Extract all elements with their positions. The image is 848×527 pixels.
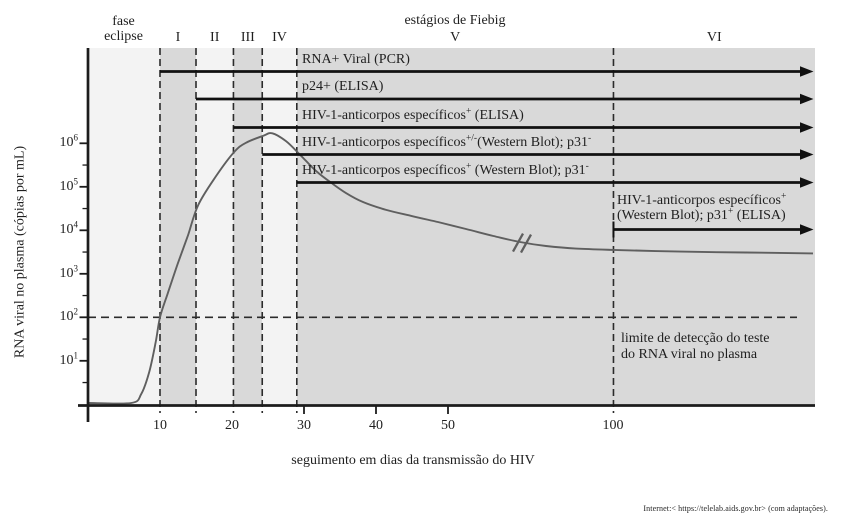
eclipse-phase-line1: fase bbox=[112, 14, 135, 29]
stage-label-III: III bbox=[240, 30, 255, 45]
x-tick-label: 20 bbox=[225, 418, 239, 433]
assay-label: HIV-1-anticorpos específicos+ (ELISA) bbox=[302, 105, 524, 123]
viral-load-curve bbox=[87, 132, 814, 405]
detection-limit-label-line1: limite de detecção do teste bbox=[621, 331, 770, 346]
stage-band-III bbox=[233, 48, 263, 405]
source-citation: Internet:< https://telelab.aids.gov.br> … bbox=[643, 504, 828, 513]
detection-limit-label-line2: do RNA viral no plasma bbox=[621, 346, 758, 362]
y-tick-label: 101 bbox=[59, 350, 79, 368]
superscript-marker: + bbox=[780, 190, 787, 201]
x-axis-title: seguimento em dias da transmissão do HIV bbox=[291, 453, 535, 468]
superscript-marker: - bbox=[587, 132, 592, 143]
assay-label-line: HIV-1-anticorpos específicos+ (ELISA) bbox=[302, 105, 524, 123]
stage-band-eclipse bbox=[89, 48, 160, 405]
assay-arrow-head bbox=[800, 93, 814, 105]
stage-label-I: I bbox=[175, 30, 181, 45]
y-tick-exponent: 5 bbox=[73, 176, 79, 187]
superscript-marker: + bbox=[465, 105, 472, 116]
stage-band-IV bbox=[262, 48, 297, 405]
superscript-marker: +/- bbox=[465, 132, 478, 143]
assay-arrow-head bbox=[800, 66, 814, 77]
assay-arrow-head bbox=[800, 224, 814, 235]
y-axis-title: RNA viral no plasma (cópias por mL) bbox=[12, 145, 28, 359]
x-tick-label: 50 bbox=[441, 418, 455, 433]
y-tick-exponent: 4 bbox=[73, 219, 79, 230]
y-tick-label: 102 bbox=[59, 306, 79, 325]
y-tick-label: 104 bbox=[59, 219, 79, 238]
stage-label-II: II bbox=[210, 30, 220, 45]
assay-label: HIV-1-anticorpos específicos+/-(Western … bbox=[302, 132, 592, 150]
axis-break-mark bbox=[511, 232, 525, 253]
x-tick-label: 30 bbox=[297, 418, 311, 433]
eclipse-phase-line2: eclipse bbox=[104, 29, 143, 44]
y-tick-exponent: 3 bbox=[73, 263, 79, 274]
y-tick-exponent: 6 bbox=[73, 132, 79, 143]
assay-label-line: HIV-1-anticorpos específicos+/-(Western … bbox=[302, 132, 592, 150]
assay-label-line: p24+ (ELISA) bbox=[302, 79, 384, 94]
assay-arrow-head bbox=[800, 177, 814, 188]
assay-label: p24+ (ELISA) bbox=[302, 79, 383, 94]
x-tick-label: 100 bbox=[602, 418, 624, 433]
assay-label-line: HIV-1-anticorpos específicos+ bbox=[617, 190, 787, 208]
assay-label-line: RNA+ Viral (PCR) bbox=[302, 51, 410, 67]
superscript-marker: + bbox=[465, 160, 472, 171]
y-tick-label: 105 bbox=[59, 176, 79, 194]
fiebig-stages-title: estágios de Fiebig bbox=[404, 13, 506, 28]
assay-label: HIV-1-anticorpos específicos+ (Western Bl… bbox=[617, 190, 787, 223]
y-tick-exponent: 2 bbox=[73, 306, 79, 317]
x-tick-label: 10 bbox=[153, 418, 167, 433]
stage-label-VI: VI bbox=[706, 30, 722, 45]
y-tick-label: 106 bbox=[59, 132, 79, 151]
superscript-marker: - bbox=[585, 160, 589, 171]
assay-label: HIV-1-anticorpos específicos+ (Western B… bbox=[302, 160, 589, 178]
stage-label-V: V bbox=[450, 30, 461, 45]
stage-label-IV: IV bbox=[272, 30, 287, 45]
assay-label-line: (Western Blot); p31+ (ELISA) bbox=[617, 205, 786, 223]
assay-label: RNA+ Viral (PCR) bbox=[302, 52, 410, 67]
y-tick-label: 103 bbox=[59, 263, 79, 281]
eclipse-phase-label: fase eclipse bbox=[87, 14, 160, 44]
axis-break-mark bbox=[519, 233, 533, 254]
assay-arrow-head bbox=[800, 149, 814, 160]
detection-limit-label: limite de detecção do teste do RNA viral… bbox=[621, 331, 770, 362]
stage-band-II bbox=[196, 48, 234, 405]
assay-label-line: HIV-1-anticorpos específicos+ (Western B… bbox=[302, 160, 589, 178]
assay-arrow-head bbox=[800, 122, 814, 133]
stage-band-VI bbox=[613, 48, 815, 405]
superscript-marker: + bbox=[727, 205, 734, 216]
y-tick-exponent: 1 bbox=[73, 350, 79, 361]
x-tick-label: 40 bbox=[369, 418, 383, 433]
